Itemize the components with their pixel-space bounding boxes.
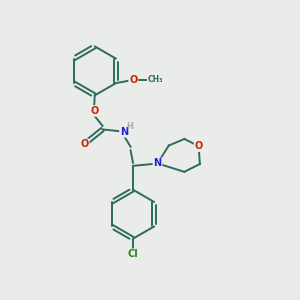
Text: O: O — [194, 141, 203, 151]
Text: O: O — [129, 74, 137, 85]
Text: N: N — [153, 158, 161, 168]
Text: O: O — [80, 139, 89, 149]
Text: Cl: Cl — [128, 249, 138, 259]
Text: CH₃: CH₃ — [148, 75, 163, 84]
Text: H: H — [126, 122, 133, 131]
Text: O: O — [90, 106, 98, 116]
Text: N: N — [120, 127, 128, 137]
